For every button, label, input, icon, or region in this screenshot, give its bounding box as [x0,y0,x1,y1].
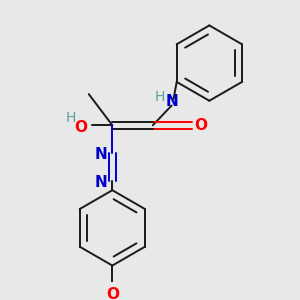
Text: N: N [95,147,107,162]
Text: O: O [194,118,207,133]
Text: H: H [154,90,165,104]
Text: O: O [106,287,119,300]
Text: N: N [165,94,178,109]
Text: H: H [66,111,76,125]
Text: N: N [95,175,107,190]
Text: O: O [74,120,87,135]
